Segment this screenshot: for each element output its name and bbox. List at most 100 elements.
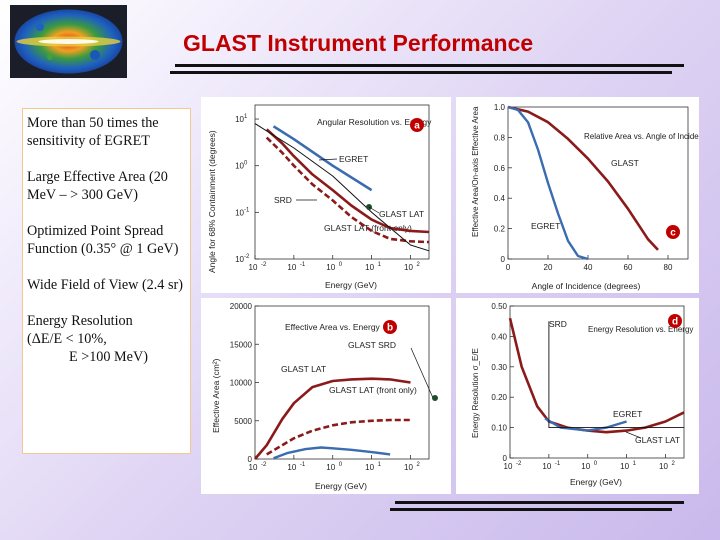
x-axis-label: Energy (GeV) — [315, 481, 367, 491]
plot-frame — [509, 305, 685, 459]
svg-text:c: c — [670, 228, 676, 239]
chart-panel-a: Angle for 68% Containment (degrees) Ener… — [201, 97, 451, 293]
chart-panel-c: Effective Area/On-axis Effective Area An… — [456, 97, 712, 293]
y-tick-exponent: -2 — [244, 254, 250, 260]
x-tick-exponent: 0 — [594, 461, 598, 467]
x-tick-label: 10 — [326, 463, 335, 472]
panel-label-b: b — [383, 320, 397, 334]
y-tick-label: 10 — [235, 208, 244, 217]
energy-res-line2: (ΔE/E < 10%, — [27, 331, 107, 347]
all-sky-map-logo — [10, 5, 127, 78]
footer-rule-bottom — [390, 508, 672, 511]
relative-area-chart: Effective Area/On-axis Effective Area An… — [471, 103, 712, 291]
x-tick-exponent: 1 — [378, 462, 382, 468]
energy-resolution-chart: Energy Resolution σ_E/E Energy (GeV) Ene… — [471, 302, 693, 487]
x-tick-label: 20 — [544, 263, 553, 272]
energy-res-line1: Energy Resolution — [27, 313, 133, 329]
y-tick-label: 10 — [235, 255, 244, 264]
y-tick-label: 0 — [248, 455, 253, 464]
y-tick-label: 0.40 — [491, 332, 507, 341]
chart-title: Relative Area vs. Angle of Incidence — [584, 132, 699, 141]
series-label-egret: EGRET — [613, 409, 642, 419]
svg-text:b: b — [387, 323, 393, 334]
annotation-srd: SRD — [549, 319, 567, 329]
x-axis-label: Energy (GeV) — [570, 477, 622, 487]
x-tick-label: 10 — [365, 463, 374, 472]
title-underline-bottom — [170, 71, 672, 74]
bullet-field-of-view: Wide Field of View (2.4 sr) — [27, 277, 183, 293]
series-line-egret — [273, 446, 391, 460]
bullet-sensitivity: More than 50 times the sensitivity of EG… — [27, 115, 159, 149]
svg-text:a: a — [414, 121, 420, 132]
y-tick-exponent: 0 — [244, 161, 248, 167]
x-tick-exponent: 0 — [339, 462, 343, 468]
annotation-glast-lat: GLAST LAT — [635, 435, 680, 445]
bullet-textbox: More than 50 times the sensitivity of EG… — [22, 108, 191, 454]
y-tick-label: 0 — [503, 454, 508, 463]
series-line-glast-lat-front-only — [265, 136, 430, 244]
bullet-energy-resolution: Energy Resolution (ΔE/E < 10%, E >100 Me… — [27, 312, 186, 366]
x-tick-exponent: 1 — [378, 262, 382, 268]
x-tick-label: 10 — [287, 263, 296, 272]
series-line-egret — [507, 105, 589, 261]
annotation-glast-srd: GLAST SRD — [348, 340, 396, 350]
annotation-glast-lat: GLAST LAT — [379, 209, 424, 219]
series-label-glast: GLAST — [611, 158, 639, 168]
series-line-glast-lat-front-only — [266, 418, 411, 456]
chart-panel-b: Effective Area (cm²) Energy (GeV) Effect… — [201, 298, 451, 494]
x-tick-exponent: 2 — [416, 462, 420, 468]
x-tick-label: 10 — [404, 263, 413, 272]
chart-title: Energy Resolution vs. Energy — [588, 325, 693, 334]
svg-text:d: d — [672, 317, 678, 328]
x-tick-label: 10 — [581, 462, 590, 471]
y-tick-label: 0.20 — [491, 393, 507, 402]
energy-res-line3: E >100 MeV) — [69, 349, 148, 365]
series-line-srd — [254, 123, 430, 252]
annotation-glast-lat-front: GLAST LAT (front only) — [329, 385, 417, 395]
series-line-srd — [548, 321, 684, 429]
panel-label-a: a — [410, 118, 424, 132]
plot-frame — [254, 104, 430, 260]
chart-panel-d: Energy Resolution σ_E/E Energy (GeV) Ene… — [456, 298, 699, 494]
effective-area-chart: Effective Area (cm²) Energy (GeV) Effect… — [211, 302, 438, 491]
x-tick-exponent: 1 — [633, 461, 637, 467]
slide-title: GLAST Instrument Performance — [183, 30, 534, 56]
annotation-glast-lat: GLAST LAT — [281, 364, 326, 374]
y-axis-label: Energy Resolution σ_E/E — [471, 348, 480, 438]
chart-title: Angular Resolution vs. Energy — [317, 117, 432, 127]
panel-label-d: d — [668, 314, 682, 328]
x-tick-exponent: -2 — [516, 461, 522, 467]
x-tick-label: 80 — [664, 263, 673, 272]
glast-lat-leader-line — [368, 206, 380, 214]
annotation-srd: SRD — [274, 195, 292, 205]
x-tick-label: 10 — [326, 263, 335, 272]
y-tick-label: 10 — [235, 115, 244, 124]
x-tick-exponent: -2 — [261, 262, 267, 268]
y-tick-label: 1.0 — [494, 103, 506, 112]
egret-leader-line — [318, 158, 338, 161]
series-line-glast — [507, 105, 659, 251]
x-tick-exponent: 2 — [416, 262, 420, 268]
y-axis-label: Effective Area/On-axis Effective Area — [471, 106, 480, 237]
y-tick-label: 10000 — [230, 379, 253, 388]
angular-resolution-chart: Angle for 68% Containment (degrees) Ener… — [207, 104, 432, 290]
x-tick-label: 10 — [404, 463, 413, 472]
y-tick-label: 0.50 — [491, 302, 507, 311]
x-tick-label: 10 — [365, 263, 374, 272]
x-tick-label: 10 — [542, 462, 551, 471]
y-tick-label: 0.30 — [491, 363, 507, 372]
y-tick-label: 0.10 — [491, 424, 507, 433]
x-tick-exponent: -1 — [300, 262, 306, 268]
x-tick-label: 10 — [287, 463, 296, 472]
x-tick-label: 0 — [506, 263, 511, 272]
series-label-egret: EGRET — [339, 154, 368, 164]
series-line-glast-lat — [265, 128, 430, 234]
y-axis-label: Angle for 68% Containment (degrees) — [207, 130, 217, 273]
series-line-glast-lat — [254, 377, 411, 460]
y-tick-label: 5000 — [234, 417, 252, 426]
chart-title: Effective Area vs. Energy — [285, 322, 381, 332]
series-label-egret: EGRET — [531, 221, 560, 231]
x-tick-exponent: -1 — [555, 461, 561, 467]
glast-srd-marker — [432, 395, 438, 401]
plot-frame — [507, 106, 689, 260]
